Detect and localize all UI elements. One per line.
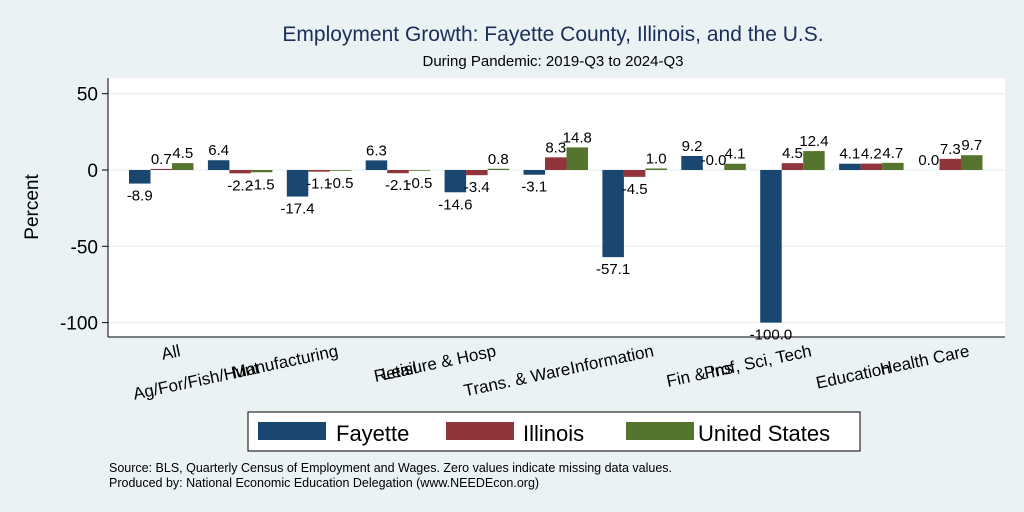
bar-united-states — [645, 168, 667, 170]
legend-swatch — [446, 422, 514, 440]
data-labels: -8.90.7 4.5 6.4-2.2-1.5-17.4-1.1-0.56.3-2.… — [127, 129, 982, 343]
bar-fayette — [681, 155, 703, 170]
legend-swatch — [626, 422, 694, 440]
data-label: 6.3 — [366, 142, 387, 159]
data-label: 7.3 — [940, 141, 961, 158]
bar-illinois — [466, 170, 488, 176]
legend: Fayette Illinois United States — [247, 411, 861, 452]
bar-illinois — [545, 157, 567, 170]
bar-united-states — [566, 147, 588, 170]
data-label: 8.3 — [545, 139, 566, 156]
data-label: 1.0 — [646, 150, 667, 167]
data-label: -2.2 — [227, 177, 253, 194]
x-category-label: Prof, Sci, Tech — [702, 341, 813, 382]
bars — [129, 147, 983, 323]
producer-note: Produced by: National Economic Education… — [109, 476, 539, 490]
bar-illinois — [781, 163, 804, 170]
y-tick-label: -100 — [60, 314, 98, 335]
bar-fayette — [523, 170, 545, 175]
data-label: -0.5 — [407, 175, 433, 192]
data-label: -3.1 — [521, 179, 547, 196]
data-label: -14.6 — [438, 196, 472, 213]
bar-united-states — [803, 151, 825, 170]
bar-illinois — [387, 170, 409, 174]
x-category-label: Health Care — [878, 341, 971, 378]
bar-united-states — [961, 155, 983, 170]
y-tick-label: -50 — [71, 237, 98, 258]
data-label: -17.4 — [280, 201, 314, 218]
legend-label: United States — [698, 421, 830, 446]
data-label: 0.0 — [918, 152, 939, 169]
data-label: 0.8 — [488, 151, 509, 168]
data-label: 4.1 — [725, 146, 746, 163]
data-label: 9.2 — [682, 138, 703, 155]
bar-fayette — [207, 160, 230, 170]
data-label: 4.1 — [839, 146, 860, 163]
chart-title: Employment Growth: Fayette County, Illin… — [282, 23, 823, 46]
data-label: -100.0 — [750, 327, 793, 344]
data-label: 4.7 — [882, 145, 903, 162]
bar-united-states — [250, 170, 273, 173]
bar-united-states — [329, 170, 352, 171]
data-label: -1.5 — [249, 176, 275, 193]
bar-united-states — [724, 163, 746, 170]
bar-illinois — [939, 158, 961, 170]
data-label: 14.8 — [563, 129, 592, 146]
bar-united-states — [882, 162, 904, 170]
bar-illinois — [623, 170, 646, 177]
data-label: 0.7 — [151, 151, 172, 168]
data-label: -8.9 — [127, 188, 153, 205]
bar-illinois — [308, 170, 330, 172]
x-category-label: Trans. & Ware. — [462, 358, 577, 400]
data-label: 9.7 — [961, 137, 982, 154]
plot-area — [108, 78, 1005, 337]
source-note: Source: BLS, Quarterly Census of Employm… — [109, 461, 672, 475]
legend-box — [247, 411, 861, 452]
y-axis-label: Percent — [22, 174, 43, 240]
bar-united-states — [487, 168, 510, 170]
data-label: 4.5 — [782, 145, 803, 162]
legend-label: Fayette — [336, 421, 409, 446]
bar-fayette — [286, 170, 309, 197]
legend-label: Illinois — [523, 421, 584, 446]
x-category-label: All — [160, 341, 182, 364]
data-label: -0.0 — [701, 152, 727, 169]
x-category-label: Information — [568, 341, 655, 377]
y-tick-label: 50 — [77, 85, 98, 106]
data-label: -4.5 — [622, 181, 648, 198]
data-label: 4.5 — [172, 145, 193, 162]
bar-illinois — [860, 163, 883, 170]
legend-swatch — [258, 422, 326, 440]
data-label: -57.1 — [596, 261, 630, 278]
chart-subtitle: During Pandemic: 2019-Q3 to 2024-Q3 — [423, 53, 684, 70]
x-category-label: Manufacturing — [231, 341, 340, 382]
data-label: 12.4 — [799, 133, 828, 150]
y-axis-ticks: 50 0 -50 -100 — [60, 85, 108, 335]
bar-united-states — [408, 170, 431, 171]
bar-illinois — [150, 168, 172, 170]
data-label: -3.4 — [464, 179, 490, 196]
data-label: 4.2 — [861, 146, 882, 163]
bar-fayette — [602, 170, 624, 258]
bar-fayette — [365, 160, 388, 170]
data-label: -0.5 — [328, 175, 354, 192]
data-label: -1.1 — [306, 176, 332, 193]
bar-united-states — [172, 163, 194, 170]
bar-fayette — [839, 163, 861, 170]
bar-illinois — [229, 170, 251, 174]
bar-fayette — [444, 170, 467, 193]
bar-fayette — [760, 170, 782, 323]
y-tick-label: 0 — [87, 161, 98, 182]
data-label: 6.4 — [208, 142, 229, 159]
data-label: -2.1 — [385, 177, 411, 194]
bar-fayette — [129, 170, 151, 184]
